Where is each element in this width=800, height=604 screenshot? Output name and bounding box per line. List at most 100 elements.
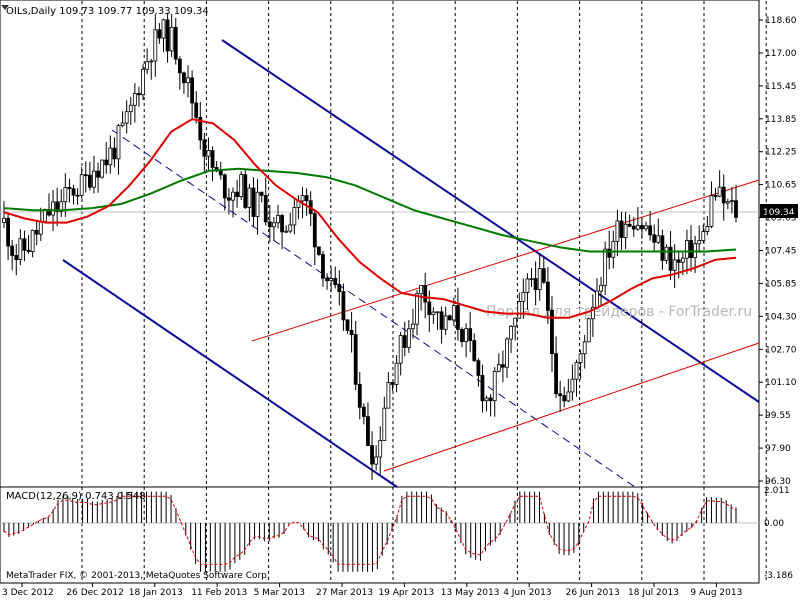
candle-body <box>390 382 395 385</box>
candle-body <box>247 187 252 208</box>
candle-body <box>14 255 19 260</box>
candle-body <box>644 225 648 230</box>
y-tick-label: 110.65 <box>765 181 797 191</box>
x-tick-label: 4 Jun 2013 <box>503 588 551 598</box>
candle-body <box>51 201 55 216</box>
candle-body <box>79 174 84 196</box>
candle-body <box>165 19 170 52</box>
macd-title: MACD(12,26,9) 0.743 0.548 <box>6 491 146 502</box>
candle-body <box>595 290 599 308</box>
candle-body <box>472 340 477 362</box>
candle-body <box>34 229 39 235</box>
macd-tick-label: 2.011 <box>764 486 790 496</box>
candle-body <box>402 335 407 348</box>
candle-body <box>325 277 329 282</box>
candle-body <box>427 301 432 316</box>
candle-body <box>96 170 100 178</box>
candle-body <box>443 315 448 330</box>
candle-body <box>120 122 125 127</box>
candle-body <box>108 147 113 166</box>
candle-body <box>22 238 27 251</box>
candle-body <box>590 306 595 320</box>
candle-body <box>456 305 460 330</box>
candle-body <box>26 249 31 252</box>
candle-body <box>321 254 325 279</box>
candle-body <box>378 440 383 458</box>
candle-body <box>439 311 444 330</box>
candle-body <box>599 284 603 292</box>
candle-body <box>435 311 440 314</box>
x-tick-label: 5 Mar 2013 <box>254 588 305 598</box>
down-channel-mid <box>111 129 636 488</box>
candle-body <box>222 174 227 199</box>
candle-body <box>505 338 509 368</box>
price-badge-label: 109.34 <box>763 208 795 218</box>
candle-body <box>370 445 374 465</box>
candle-body <box>284 230 289 233</box>
symbol-icon <box>1 5 9 10</box>
candle-body <box>717 186 722 197</box>
candle-body <box>2 217 6 223</box>
candle-body <box>202 139 207 157</box>
candle-body <box>680 257 685 263</box>
candle-body <box>533 278 538 290</box>
candle-body <box>513 317 518 327</box>
x-tick-label: 11 Feb 2013 <box>191 588 247 598</box>
x-tick-label: 19 Apr 2013 <box>378 588 434 598</box>
price-badge <box>760 204 798 218</box>
candle-body <box>128 104 133 113</box>
candle-body <box>529 278 534 280</box>
candle-body <box>586 318 591 343</box>
candle-body <box>357 383 362 408</box>
candle-body <box>672 259 677 271</box>
candle-body <box>206 150 211 157</box>
candle-body <box>648 225 653 236</box>
candle-body <box>566 391 571 402</box>
candle-body <box>578 353 583 363</box>
x-tick-label: 3 Dec 2012 <box>2 588 54 598</box>
candle-body <box>161 19 166 39</box>
candle-body <box>652 234 657 243</box>
x-tick-label: 9 Aug 2013 <box>690 588 742 598</box>
candle-body <box>676 259 681 263</box>
candle-body <box>517 301 522 319</box>
y-tick-label: 104.30 <box>765 312 797 322</box>
candle-body <box>30 229 35 252</box>
candle-body <box>496 364 501 372</box>
candle-body <box>153 29 158 62</box>
candle-body <box>411 323 415 330</box>
candle-body <box>685 240 689 259</box>
candle-body <box>382 407 387 441</box>
candle-body <box>627 223 632 227</box>
candle-body <box>689 240 693 258</box>
candle-body <box>251 187 256 217</box>
candle-body <box>55 201 60 212</box>
candle-body <box>541 268 546 283</box>
candle-body <box>169 26 174 52</box>
candle-body <box>267 221 272 228</box>
candle-body <box>734 200 738 218</box>
candle-body <box>312 213 317 248</box>
candle-body <box>713 195 718 197</box>
x-tick-label: 18 Jan 2013 <box>129 588 183 598</box>
candle-body <box>447 315 452 321</box>
candle-body <box>480 375 485 402</box>
candle-body <box>631 225 636 230</box>
candle-body <box>730 200 734 203</box>
candle-body <box>137 93 141 96</box>
x-tick-label: 26 Jun 2013 <box>566 588 620 598</box>
candle-body <box>227 197 231 201</box>
candle-body <box>182 72 186 84</box>
candle-body <box>239 174 244 197</box>
candle-body <box>582 341 587 355</box>
candle-body <box>697 240 702 245</box>
x-tick-label: 13 May 2013 <box>441 588 500 598</box>
candle-body <box>157 29 162 39</box>
candle-body <box>521 292 526 302</box>
candle-body <box>235 191 239 197</box>
candle-body <box>374 456 379 465</box>
y-tick-label: 101.10 <box>765 378 797 388</box>
x-tick-label: 18 Jul 2013 <box>628 588 679 598</box>
y-tick-label: 109.05 <box>765 214 797 224</box>
y-tick-label: 105.85 <box>765 279 797 289</box>
